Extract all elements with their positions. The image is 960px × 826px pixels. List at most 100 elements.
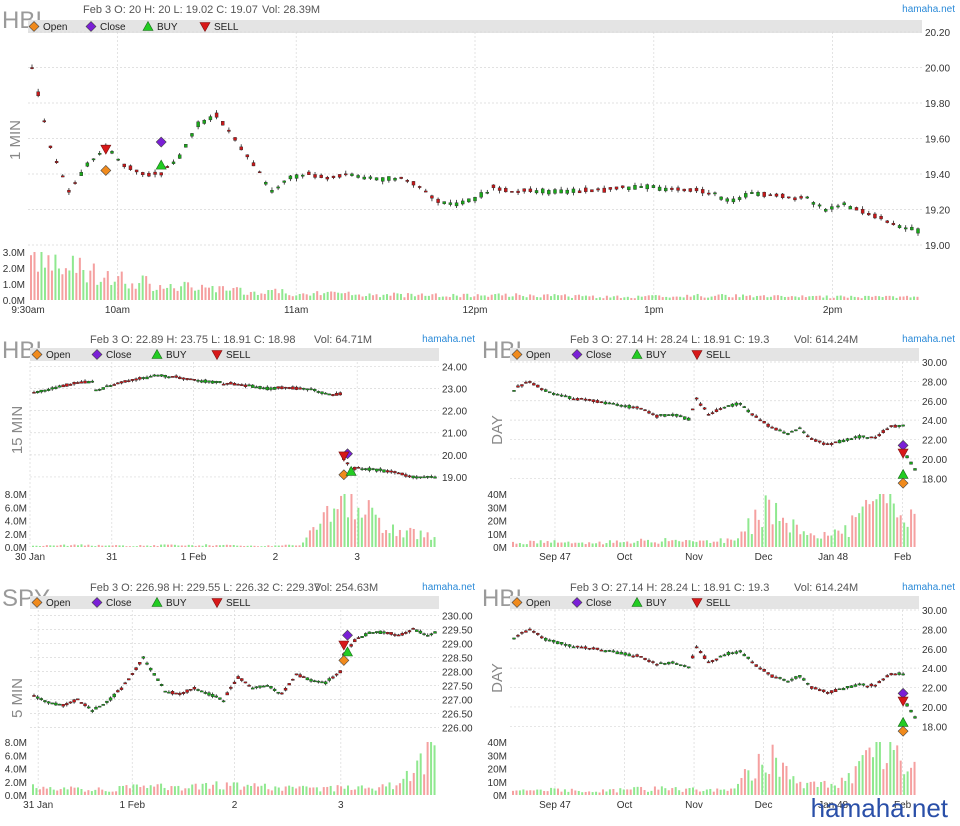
volume-tick-label: 10M bbox=[488, 778, 507, 789]
volume-bar bbox=[169, 284, 172, 300]
candle-body bbox=[122, 163, 126, 168]
candle-body bbox=[714, 658, 719, 661]
close-marker bbox=[571, 597, 583, 608]
candle-body bbox=[627, 186, 631, 190]
chart-panel-hbi-day-2: HBI Feb 3 O: 27.14 H: 28.24 L: 18.91 C: 1… bbox=[480, 578, 960, 813]
candle-body bbox=[426, 634, 430, 637]
volume-bar bbox=[326, 786, 329, 795]
volume-bar bbox=[225, 782, 228, 795]
candle-body bbox=[50, 702, 54, 705]
volume-bar bbox=[104, 545, 107, 547]
candle-body bbox=[334, 673, 339, 676]
candle-body bbox=[675, 663, 679, 665]
volume-bar bbox=[354, 294, 357, 300]
volume-bar bbox=[574, 542, 577, 547]
candle-body bbox=[774, 427, 778, 431]
candle-body bbox=[316, 680, 321, 683]
volume-bar bbox=[833, 529, 836, 547]
volume-bar bbox=[32, 545, 34, 547]
volume-bar bbox=[740, 777, 743, 795]
volume-bar bbox=[441, 296, 444, 300]
volume-bar bbox=[312, 293, 315, 300]
x-tick-label: 31 Jan bbox=[23, 800, 53, 811]
volume-bar bbox=[187, 282, 190, 300]
volume-bar bbox=[89, 270, 92, 300]
candle-body bbox=[258, 386, 262, 389]
volume-bar bbox=[403, 297, 406, 300]
candle-body bbox=[615, 403, 619, 406]
candle-body bbox=[181, 692, 186, 694]
volume-bar bbox=[665, 296, 668, 300]
volume-bar bbox=[326, 291, 329, 300]
candle-body bbox=[272, 387, 277, 390]
volume-bar bbox=[469, 297, 472, 300]
volume-bar bbox=[602, 298, 605, 300]
volume-bar bbox=[372, 295, 375, 300]
volume-bar bbox=[766, 297, 769, 300]
volume-bar bbox=[42, 786, 45, 795]
volume-bars bbox=[32, 742, 436, 795]
candle-body bbox=[768, 194, 773, 197]
volume-bar bbox=[267, 789, 270, 795]
volume-bar bbox=[910, 767, 913, 795]
buy-marker bbox=[155, 159, 167, 170]
y-tick-label: 30.00 bbox=[922, 358, 947, 369]
sell-marker bbox=[199, 22, 211, 33]
volume-bar bbox=[288, 295, 291, 300]
candle-body bbox=[192, 687, 197, 690]
candle-body bbox=[338, 392, 342, 396]
volume-bar bbox=[118, 545, 121, 547]
candle-body bbox=[671, 661, 675, 664]
legend-background bbox=[510, 348, 919, 361]
candle-body bbox=[602, 187, 606, 193]
volume-bar bbox=[291, 296, 294, 300]
volume-bar bbox=[32, 784, 34, 795]
volume-bar bbox=[212, 784, 214, 795]
volume-tick-label: 20M bbox=[488, 765, 507, 776]
legend-bar: Open Close BUY SELL bbox=[510, 348, 919, 361]
candle-body bbox=[770, 674, 774, 678]
candle-body bbox=[214, 112, 219, 118]
open-marker bbox=[338, 654, 350, 666]
candle-body bbox=[643, 409, 647, 412]
volume-bar bbox=[142, 545, 145, 547]
candle-body bbox=[722, 654, 727, 657]
candle-body bbox=[184, 144, 188, 148]
volume-bar bbox=[257, 786, 259, 795]
x-tick-label: Feb bbox=[894, 552, 912, 563]
candle-body bbox=[119, 381, 124, 384]
volume-bar bbox=[581, 542, 584, 547]
candle-body bbox=[877, 434, 881, 437]
volume-bar bbox=[511, 296, 514, 300]
candle-body bbox=[141, 172, 145, 176]
volume-bar bbox=[719, 789, 722, 795]
candle-body bbox=[802, 431, 806, 434]
volume-bar bbox=[802, 788, 805, 795]
volume-bar bbox=[682, 297, 685, 300]
close-marker bbox=[155, 136, 167, 148]
candle-body bbox=[208, 116, 213, 121]
candle-body bbox=[897, 425, 901, 428]
candle-body bbox=[663, 414, 667, 417]
candle-body bbox=[364, 468, 368, 470]
volume-bar bbox=[827, 535, 829, 547]
candle-body bbox=[861, 683, 866, 686]
volume-bar bbox=[550, 542, 553, 547]
volume-bar bbox=[778, 521, 781, 547]
volume-bar bbox=[194, 545, 197, 547]
candle-body bbox=[810, 686, 814, 689]
candle-body bbox=[762, 191, 766, 197]
candle-body bbox=[254, 686, 259, 689]
volume-tick-label: 2.0M bbox=[5, 530, 27, 541]
volume-bar bbox=[813, 781, 816, 795]
candle-body bbox=[350, 173, 354, 176]
candle-body bbox=[130, 673, 135, 675]
volume-bar bbox=[52, 545, 55, 547]
volume-bar bbox=[423, 774, 426, 795]
timeframe-label: 5 MIN bbox=[9, 678, 26, 718]
volume-bar bbox=[35, 545, 38, 547]
volume-bar bbox=[710, 296, 713, 300]
volume-bar bbox=[787, 296, 790, 300]
volume-bar bbox=[218, 286, 221, 300]
x-tick-label: Nov bbox=[685, 800, 703, 811]
